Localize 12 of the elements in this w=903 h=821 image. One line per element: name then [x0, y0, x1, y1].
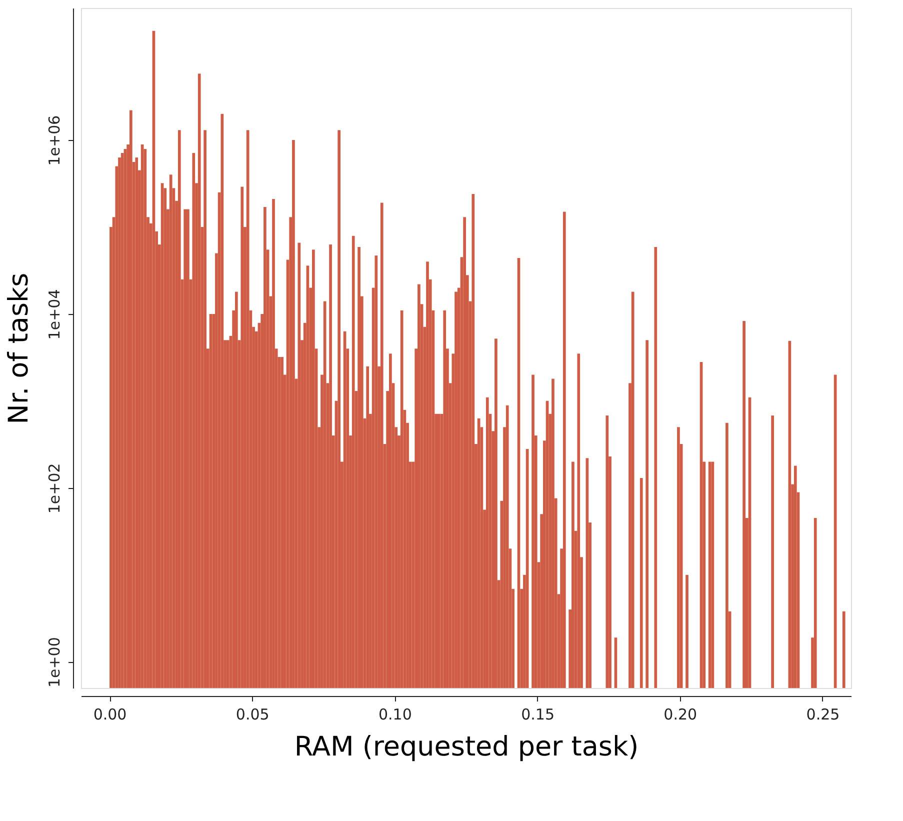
y-tick-label: 1e+00 — [46, 637, 64, 688]
y-tick-label: 1e+04 — [46, 289, 64, 340]
x-tick-label: 0.10 — [378, 706, 412, 724]
x-axis-title: RAM (requested per task) — [294, 732, 639, 762]
x-tick-label: 0.25 — [806, 706, 840, 724]
x-tick-label: 0.20 — [664, 706, 698, 724]
y-tick-label: 1e+06 — [46, 115, 64, 166]
y-tick-label: 1e+02 — [46, 463, 64, 514]
x-tick-label: 0.00 — [93, 706, 127, 724]
x-tick-label: 0.15 — [521, 706, 554, 724]
y-axis-title: Nr. of tasks — [4, 272, 34, 424]
x-tick-label: 0.05 — [236, 706, 270, 724]
